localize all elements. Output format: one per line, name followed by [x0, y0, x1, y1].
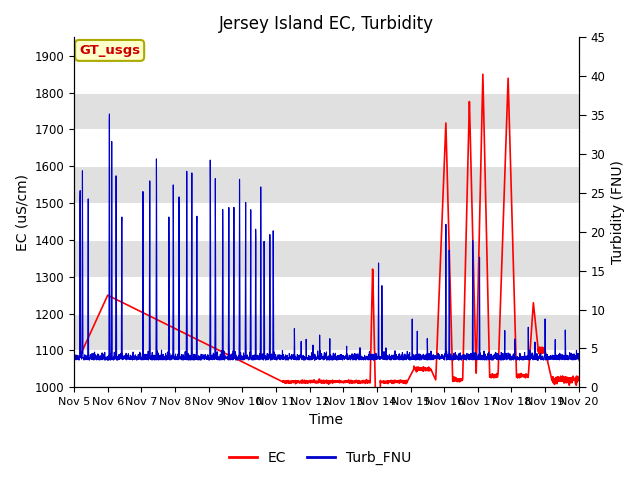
Bar [74, 93, 579, 130]
Y-axis label: EC (uS/cm): EC (uS/cm) [15, 174, 29, 251]
Legend: EC, Turb_FNU: EC, Turb_FNU [223, 445, 417, 471]
X-axis label: Time: Time [309, 413, 344, 427]
Title: Jersey Island EC, Turbidity: Jersey Island EC, Turbidity [219, 15, 434, 33]
Y-axis label: Turbidity (FNU): Turbidity (FNU) [611, 160, 625, 264]
Text: GT_usgs: GT_usgs [79, 44, 140, 57]
Bar [74, 166, 579, 203]
Bar [74, 240, 579, 277]
Bar [74, 313, 579, 350]
